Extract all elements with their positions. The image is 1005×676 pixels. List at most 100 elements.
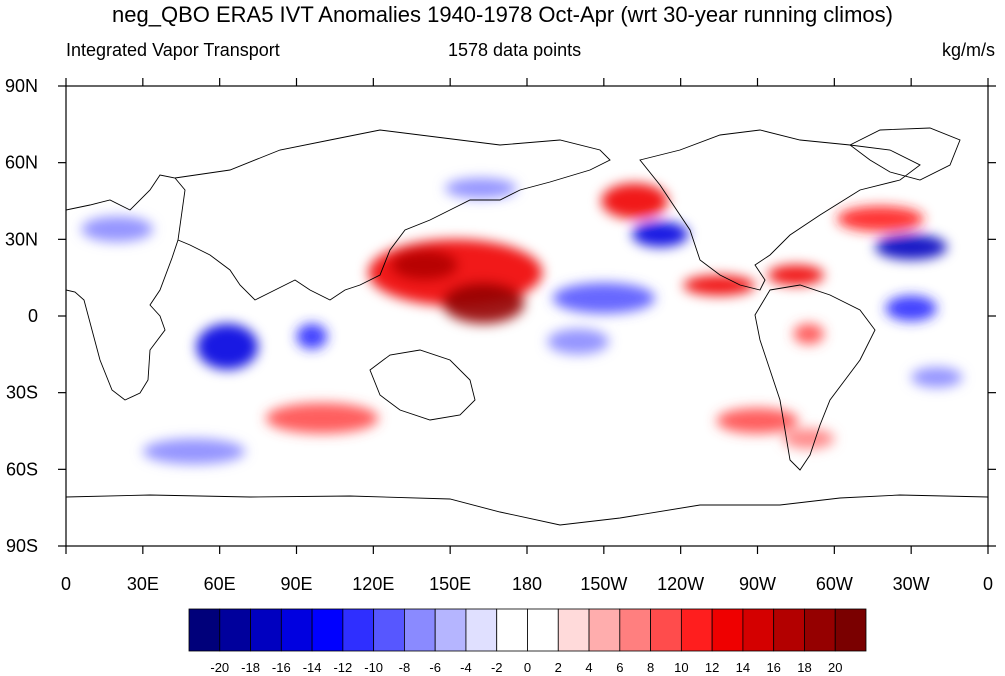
colorbar-label: -10 <box>364 660 383 675</box>
anomaly-blob <box>552 282 656 314</box>
colorbar-label: -6 <box>429 660 441 675</box>
lon-tick-label: 150E <box>429 574 471 594</box>
colorbar-swatch <box>404 608 436 652</box>
anomaly-blob <box>783 428 835 449</box>
map-title: neg_QBO ERA5 IVT Anomalies 1940-1978 Oct… <box>112 2 893 27</box>
colorbar-swatch <box>219 608 251 652</box>
colorbar-swatch <box>496 608 528 652</box>
lat-tick-label: 60N <box>5 153 38 173</box>
colorbar-label: 14 <box>736 660 750 675</box>
anomaly-blob <box>632 221 689 248</box>
lat-tick-label: 0 <box>28 306 38 326</box>
colorbar-label: 6 <box>616 660 623 675</box>
colorbar-swatch <box>834 608 867 652</box>
lon-tick-label: 150W <box>580 574 627 594</box>
lat-tick-label: 90N <box>5 76 38 96</box>
colorbar-swatch <box>373 608 405 652</box>
anomaly-blob <box>196 323 259 370</box>
lat-tick-label: 60S <box>6 459 38 479</box>
colorbar-swatch <box>311 608 344 652</box>
lon-tick-label: 120W <box>657 574 704 594</box>
colorbar: -20 -18 -16 -14 -12 -10 -8 -6 -4 -2 0 2 4 6 8 10 12 14 16 1… <box>188 608 867 675</box>
colorbar-label: -4 <box>460 660 472 675</box>
lon-tick-label: 60W <box>816 574 853 594</box>
colorbar-label: -14 <box>303 660 322 675</box>
lon-tick-label: 180 <box>512 574 542 594</box>
anomaly-blob <box>81 216 154 242</box>
anomaly-blob <box>875 234 948 260</box>
colorbar-label: -18 <box>241 660 260 675</box>
colorbar-swatch <box>742 608 775 652</box>
colorbar-label: 2 <box>555 660 562 675</box>
colorbar-swatch <box>804 608 836 652</box>
colorbar-label: -8 <box>399 660 411 675</box>
subtitle-left: Integrated Vapor Transport <box>66 40 280 60</box>
lon-tick-label: 30W <box>893 574 930 594</box>
lon-tick-label: 90E <box>280 574 312 594</box>
colorbar-label: 4 <box>585 660 592 675</box>
lat-tick-label: 90S <box>6 536 38 556</box>
colorbar-swatch <box>465 608 498 652</box>
colorbar-swatch <box>342 608 375 652</box>
colorbar-swatch <box>434 608 467 652</box>
anomaly-blob <box>767 264 825 286</box>
lon-tick-label: 60E <box>204 574 236 594</box>
lon-tick-label: 30E <box>127 574 159 594</box>
lon-tick-label: 90W <box>739 574 776 594</box>
anomaly-blob <box>683 275 755 296</box>
colorbar-swatch <box>650 608 682 652</box>
anomaly-blob <box>265 402 379 434</box>
anomaly-blob <box>793 323 825 345</box>
colorbar-label: -16 <box>272 660 291 675</box>
colorbar-label: -12 <box>333 660 352 675</box>
colorbar-label: 0 <box>524 660 531 675</box>
coastline-south-america <box>754 284 876 471</box>
lon-tick-label: 0 <box>983 574 993 594</box>
colorbar-swatch <box>588 608 621 652</box>
anomaly-blob <box>391 249 458 281</box>
coastline-asia <box>174 129 611 301</box>
colorbar-label: 10 <box>674 660 688 675</box>
anomaly-blob <box>445 178 517 199</box>
colorbar-swatch <box>711 608 744 652</box>
anomaly-blob <box>442 282 525 324</box>
colorbar-label: 8 <box>647 660 654 675</box>
colorbar-swatch <box>680 608 713 652</box>
anomaly-blob <box>547 328 609 355</box>
colorbar-label: 18 <box>797 660 811 675</box>
colorbar-label: 20 <box>828 660 842 675</box>
colorbar-swatch <box>557 608 590 652</box>
colorbar-label: 12 <box>705 660 719 675</box>
anomaly-blob <box>601 183 668 219</box>
anomaly-blob <box>716 408 799 434</box>
anomaly-blob <box>911 367 963 388</box>
colorbar-label: -20 <box>210 660 229 675</box>
anomaly-blob <box>885 295 937 322</box>
colorbar-swatch <box>773 608 805 652</box>
colorbar-swatch <box>619 608 651 652</box>
colorbar-label: 16 <box>766 660 780 675</box>
colorbar-swatch <box>188 608 221 652</box>
longitude-labels: 0 30E 60E 90E 120E 150E 180 150W 120W 90W 60W 30W 0 <box>61 574 993 594</box>
anomaly-blob <box>142 438 246 465</box>
map-background <box>66 86 988 546</box>
lon-tick-label: 120E <box>352 574 394 594</box>
colorbar-swatch <box>280 608 313 652</box>
coastline-antarctica <box>66 494 988 526</box>
lon-tick-label: 0 <box>61 574 71 594</box>
coastlines <box>66 127 988 526</box>
coastline-greenland <box>849 127 961 181</box>
axis-ticks <box>58 78 996 554</box>
subtitle-right: kg/m/s <box>941 40 995 60</box>
colorbar-swatch <box>527 608 559 652</box>
subtitle-center: 1578 data points <box>448 40 582 60</box>
colorbar-label: -2 <box>491 660 503 675</box>
latitude-labels: 90N 60N 30N 0 30S 60S 90S <box>5 76 38 556</box>
coastline-africa-europe <box>66 174 186 401</box>
coastline-australia <box>369 349 476 421</box>
anomaly-field <box>81 178 963 465</box>
colorbar-swatch <box>250 608 282 652</box>
lat-tick-label: 30N <box>5 229 38 249</box>
coastline-north-america <box>639 129 921 291</box>
